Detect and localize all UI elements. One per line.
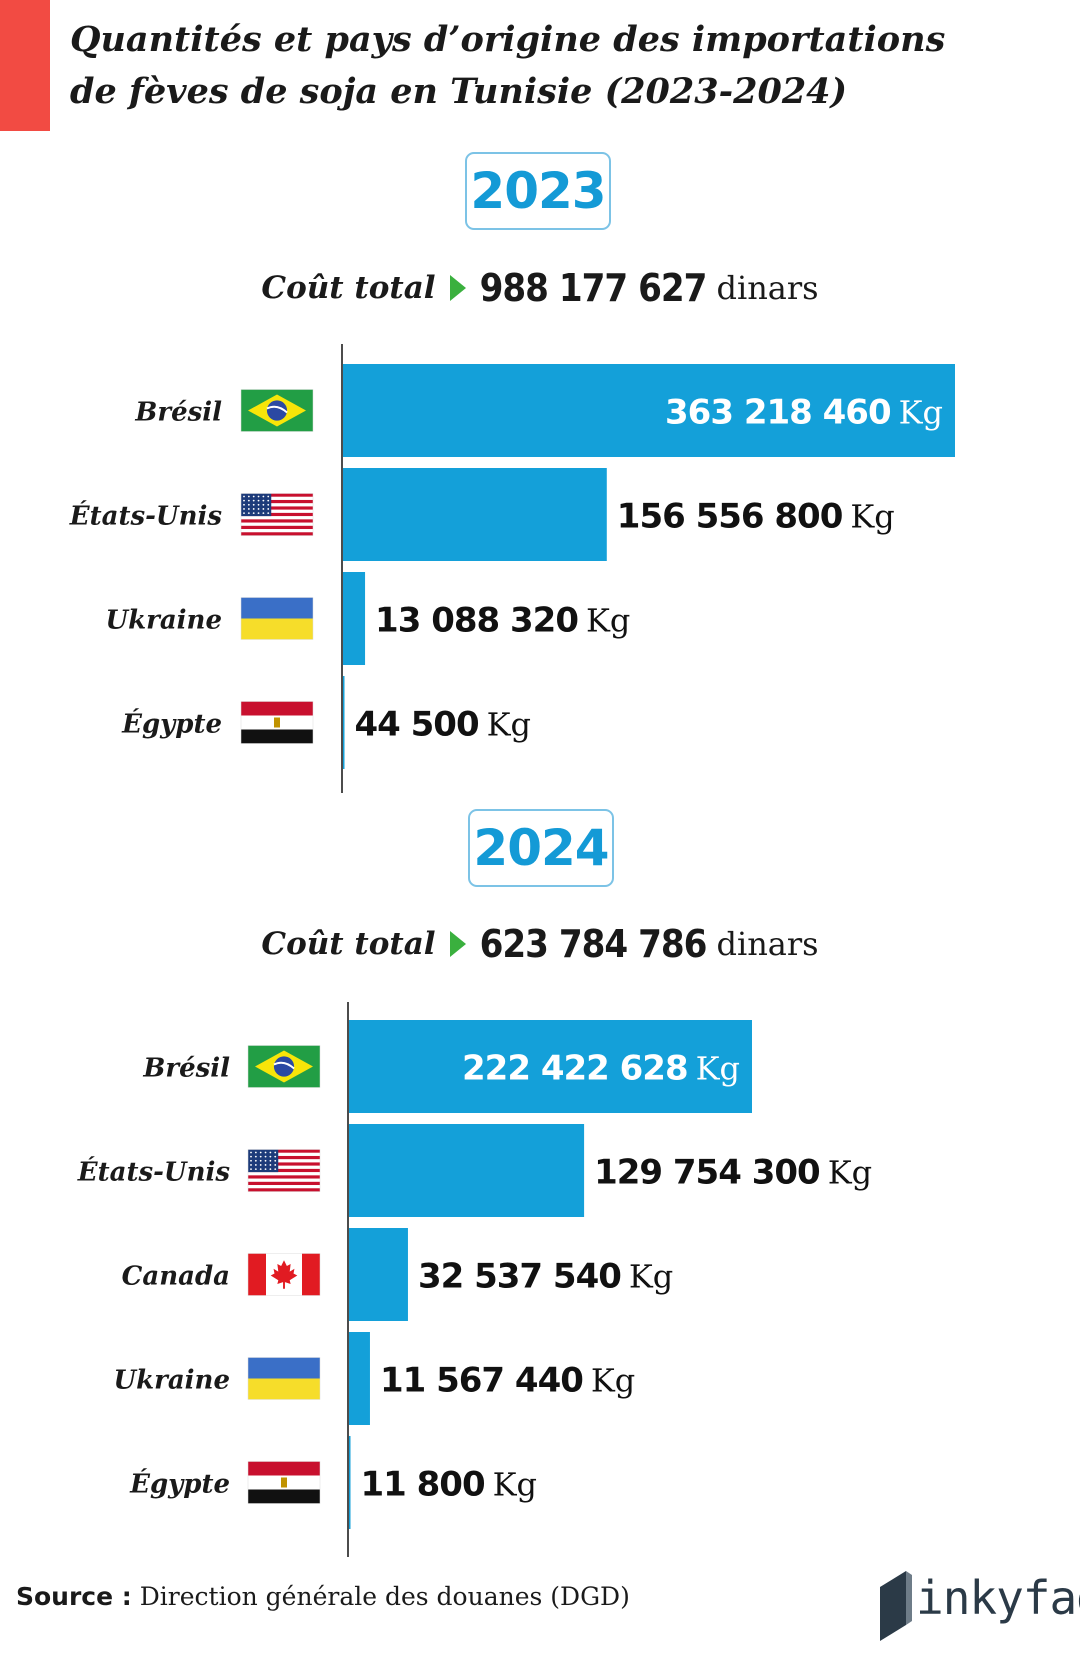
bar: [343, 676, 345, 769]
category-label: Ukraine: [105, 606, 222, 636]
egypt-flag-icon: [240, 701, 314, 744]
bar-row: Ukraine 13 088 320 Kg: [105, 572, 630, 665]
total-cost-label: Coût total: [261, 270, 436, 306]
total-cost-value: 988 177 627: [479, 266, 708, 310]
category-label: Égypte: [121, 708, 222, 740]
chart-title-line2: de fèves de soja en Tunisie (2023-2024): [70, 71, 848, 112]
total-cost-2023: Coût total 988 177 627 dinars: [0, 265, 1080, 311]
bar: [343, 364, 955, 457]
value-unit: Kg: [487, 706, 531, 744]
bar-row: Égypte 44 500 Kg: [121, 676, 531, 769]
source-note: Source : Direction générale des douanes …: [16, 1582, 630, 1611]
bar: [343, 572, 366, 665]
total-cost-unit: dinars: [716, 925, 819, 963]
value-label: 44 500 Kg: [355, 705, 532, 745]
category-label: Brésil: [134, 398, 222, 428]
year-badge-2023: 2023: [465, 152, 611, 230]
value-number: 156 556 800: [617, 497, 843, 537]
bar-row: États-Unis 156 556 800 Kg: [69, 468, 895, 561]
green-arrow-icon: [449, 931, 466, 957]
accent-bar: [0, 0, 50, 131]
brazil-flag-icon: [240, 389, 314, 432]
value-unit: Kg: [850, 498, 894, 536]
bar-row: Brésil 363 218 460 Kg: [134, 364, 955, 457]
value-label: 13 088 320 Kg: [375, 601, 630, 641]
value-unit: Kg: [899, 394, 943, 432]
value-number: 13 088 320: [375, 601, 578, 641]
value-number: 363 218 460: [665, 393, 891, 433]
chart-title-line1: Quantités et pays d’origine des importat…: [70, 19, 946, 60]
bar: [343, 468, 607, 561]
category-label: États-Unis: [69, 500, 223, 532]
year-badge-2024: 2024: [468, 809, 614, 887]
inkyfada-logo: inkyfada: [872, 1565, 1080, 1645]
green-arrow-icon: [449, 275, 466, 301]
total-cost-value: 623 784 786: [479, 922, 708, 966]
value-number: 44 500: [355, 705, 479, 745]
source-label: Source :: [16, 1582, 132, 1611]
ukraine-flag-icon: [240, 597, 314, 640]
source-text: Direction générale des douanes (DGD): [139, 1582, 630, 1611]
total-cost-2024: Coût total 623 784 786 dinars: [0, 921, 1080, 967]
usa-flag-icon: [240, 493, 314, 536]
logo-mark-icon: [880, 1571, 912, 1641]
value-unit: Kg: [586, 602, 630, 640]
value-label: 156 556 800 Kg: [617, 497, 895, 537]
logo-text: inkyfada: [916, 1571, 1080, 1625]
chart-title: Quantités et pays d’origine des importat…: [70, 14, 1030, 118]
total-cost-unit: dinars: [716, 269, 819, 307]
total-cost-label: Coût total: [261, 926, 436, 962]
value-label: 363 218 460 Kg: [665, 393, 943, 433]
